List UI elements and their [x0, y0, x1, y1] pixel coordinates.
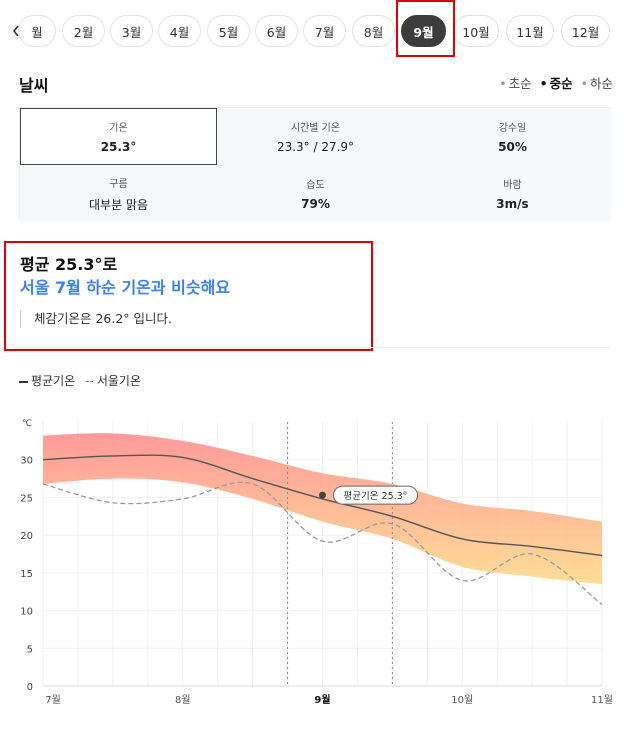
summary-comparison: 서울 7월 하순 기온과 비슷해요: [20, 278, 231, 297]
period-label: 하순: [589, 76, 613, 91]
bullet-icon: •: [580, 76, 588, 91]
tab-month-8[interactable]: 8월: [352, 15, 395, 47]
y-tick-label: 20: [20, 531, 33, 542]
stat-value: 25.3°: [100, 140, 137, 154]
y-tick-label: 25: [20, 493, 33, 504]
tab-label: 월: [31, 24, 43, 40]
tab-month-7[interactable]: 7월: [303, 15, 346, 47]
tab-label: 11월: [516, 24, 544, 40]
y-tick-label: 30: [20, 456, 33, 467]
month-tab-bar: 월 2월 3월 4월 5월 6월 7월 8월 9월 10월 11월 12월: [0, 0, 643, 64]
period-label: 중순: [549, 76, 573, 91]
temperature-range-band: [43, 433, 602, 585]
y-tick-label: 0: [27, 682, 33, 693]
tab-month-4[interactable]: 4월: [158, 15, 201, 47]
stat-temperature[interactable]: 기온 25.3°: [20, 108, 217, 165]
stat-hourly-temp[interactable]: 시간별 기온 23.3° / 27.9°: [217, 108, 414, 165]
x-tick-label: 9월: [314, 694, 330, 706]
tab-label: 2월: [73, 24, 94, 40]
tab-month-9[interactable]: 9월: [401, 15, 446, 47]
series-line-seoul: [42, 481, 603, 606]
period-early[interactable]: • 초순: [499, 73, 531, 92]
tab-month-5[interactable]: 5월: [207, 15, 250, 47]
x-tick-label: 10월: [451, 694, 473, 706]
tab-label: 3월: [121, 24, 142, 40]
tab-label: 7월: [314, 24, 335, 40]
stat-cloud[interactable]: 구름 대부분 맑음: [20, 165, 217, 222]
period-toggle: • 초순 • 중순 • 하순: [499, 73, 613, 92]
stat-label: 바람: [503, 180, 522, 191]
tab-month-11[interactable]: 11월: [506, 15, 554, 47]
bullet-icon: •: [499, 76, 507, 91]
stat-label: 기온: [109, 123, 128, 134]
stat-precip-days[interactable]: 강수일 50%: [414, 108, 611, 165]
dashed-line-icon: --: [85, 374, 94, 388]
x-tick-label: 8월: [175, 694, 191, 706]
stat-humidity[interactable]: 습도 79%: [217, 165, 414, 222]
prev-month-button[interactable]: [2, 16, 30, 46]
tab-label: 6월: [266, 24, 287, 40]
stat-value: 50%: [498, 140, 527, 154]
tooltip-label: 평균기온 25.3°: [344, 491, 408, 502]
stat-label: 구름: [109, 178, 128, 190]
selected-month-highlight: [396, 0, 455, 57]
summary-average: 평균 25.3°로: [20, 255, 118, 274]
tab-label: 10월: [462, 24, 490, 40]
data-point-marker: [319, 491, 326, 499]
period-late[interactable]: • 하순: [581, 73, 613, 92]
tab-label: 4월: [169, 24, 190, 40]
tab-month-2[interactable]: 2월: [62, 15, 105, 47]
section-title: 날씨: [19, 76, 49, 95]
bullet-icon: •: [539, 76, 548, 91]
stat-label: 시간별 기온: [290, 123, 341, 134]
stat-label: 습도: [306, 180, 325, 191]
tab-month-1[interactable]: 월: [18, 15, 56, 47]
stat-label: 강수일: [498, 123, 527, 134]
divider: [19, 347, 611, 348]
stat-value: 3m/s: [496, 197, 529, 211]
summary-feels-like: 체감기온은 26.2° 입니다.: [20, 310, 172, 328]
tab-label: 9월: [413, 24, 434, 40]
y-tick-label: 10: [20, 607, 33, 618]
legend-label: 평균기온: [31, 374, 76, 388]
stat-value: 대부분 맑음: [88, 197, 148, 212]
temperature-chart: 0 5 10 15 20 25 30 ℃ 평균기온 25.3° 7월 8월 9월 10월 11월: [20, 419, 613, 706]
legend-seoul: -- 서울기온: [85, 372, 141, 389]
tab-label: 8월: [363, 24, 384, 40]
tab-label: 12월: [571, 24, 600, 40]
weather-stats-grid: 기온 25.3° 시간별 기온 23.3° / 27.9° 강수일 50% 구름…: [19, 107, 611, 222]
tab-month-3[interactable]: 3월: [110, 15, 153, 47]
series-line-average: [42, 454, 603, 557]
stat-value: 23.3° / 27.9°: [276, 140, 355, 154]
stat-wind[interactable]: 바람 3m/s: [414, 165, 611, 222]
chart-legend: 평균기온 -- 서울기온: [19, 372, 141, 389]
tab-month-12[interactable]: 12월: [561, 15, 610, 47]
tab-month-10[interactable]: 10월: [453, 15, 499, 47]
period-mid[interactable]: • 중순: [540, 73, 573, 92]
legend-avg: 평균기온: [19, 372, 75, 389]
tab-label: 5월: [218, 24, 239, 40]
stat-value: 79%: [301, 197, 330, 211]
x-tick-label: 7월: [45, 694, 61, 706]
solid-line-icon: [19, 380, 28, 383]
y-tick-label: 15: [20, 569, 33, 580]
y-axis-unit: ℃: [22, 419, 32, 429]
legend-label: 서울기온: [96, 374, 142, 388]
summary-highlight: [4, 241, 373, 351]
x-tick-label: 11월: [591, 694, 613, 706]
tooltip-bubble: [333, 485, 418, 505]
tab-month-6[interactable]: 6월: [255, 15, 298, 47]
y-tick-label: 5: [27, 644, 33, 655]
chevron-left-icon: [12, 25, 19, 37]
period-label: 초순: [508, 76, 532, 91]
